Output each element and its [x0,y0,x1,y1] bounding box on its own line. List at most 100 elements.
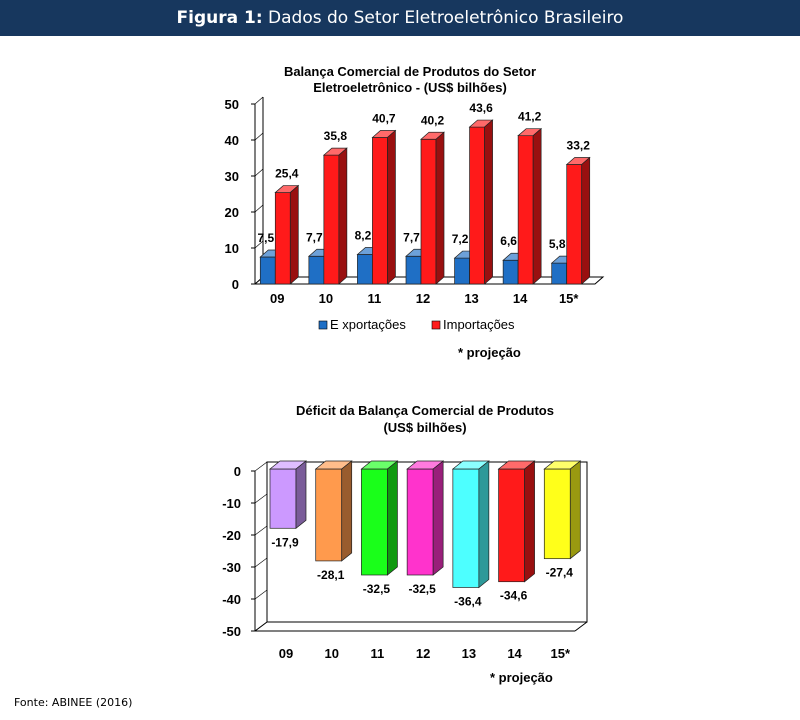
chart1-x-tick-label: 14 [513,291,528,306]
chart2-projection-note: * projeção [490,670,553,685]
chart2-x-tick-label: 15* [551,646,571,661]
trade-balance-chart: Balança Comercial de Produtos do Setor E… [225,64,605,360]
figure-header: Figura 1: Dados do Setor Eletroeletrônic… [0,0,800,36]
export-value-label: 6,6 [500,234,517,248]
chart1-y-tick-diag [254,132,264,141]
import-bar-front [566,164,583,285]
chart1-x-tick-label: 09 [270,291,284,306]
deficit-value-label: -36,4 [454,594,482,608]
source-note: Fonte: ABINEE (2016) [14,696,133,709]
deficit-bar-front [406,468,434,576]
deficit-bar-front [361,468,388,576]
export-bar-front [357,254,373,285]
import-bar [517,127,543,285]
chart1-y-tick-diag [254,204,264,213]
figure-title: Dados do Setor Eletroeletrônico Brasilei… [268,8,624,28]
chart1-projection-note: * projeção [458,345,521,360]
chart1-y-tick-label: 40 [225,133,239,148]
chart1-y-tick-diag [254,168,264,177]
deficit-bar-side [569,460,581,560]
chart1-x-tick-label: 12 [416,291,430,306]
deficit-value-label: -17,9 [271,535,299,549]
import-value-label: 33,2 [567,138,591,152]
deficit-value-label: -32,5 [408,582,436,596]
deficit-bar [543,460,582,560]
import-value-label: 35,8 [324,129,348,143]
figure-label: Figura 1: [176,8,263,28]
deficit-bar-side [524,460,535,583]
chart2-x-tick-label: 12 [416,646,430,661]
import-bar-side [387,129,396,285]
chart1-title-line2: Eletroeletrônico - (US$ bilhões) [313,80,507,95]
export-value-label: 7,7 [306,230,323,244]
deficit-bar-front [315,468,343,562]
deficit-bar-side [387,460,398,576]
chart1-x-tick-label: 10 [319,291,333,306]
export-value-label: 7,2 [452,232,469,246]
chart2-title-line2: (US$ bilhões) [383,420,466,435]
deficit-value-label: -34,6 [500,589,528,603]
import-bar-front [372,137,388,285]
export-bar-front [551,262,568,285]
chart2-y-tick-label: 0 [234,464,241,479]
import-bar-side [581,156,591,285]
chart2-x-tick-label: 10 [324,646,338,661]
chart1-y-tick-label: 20 [225,205,239,220]
chart1-x-tick-label: 11 [368,291,382,306]
import-value-label: 25,4 [275,167,299,181]
export-value-label: 7,5 [257,231,274,245]
import-bar-side [435,131,445,285]
legend-label-imports: Importações [443,317,515,332]
import-bar [565,156,591,285]
chart1-x-tick-label: 13 [464,291,478,306]
import-bar [420,131,445,285]
chart1-y-tick-label: 10 [225,241,239,256]
deficit-chart: Déficit da Balança Comercial de Produtos… [222,403,588,685]
deficit-bar-front [269,468,297,529]
chart2-y-tick-label: -50 [222,624,241,639]
chart2-y-tick-diag [254,557,268,568]
chart2-x-tick-label: 09 [279,646,293,661]
chart2-y-tick-label: -10 [222,496,241,511]
import-bar-side [338,147,348,285]
deficit-value-label: -32,5 [363,582,391,596]
deficit-bar [269,460,307,530]
import-bar-front [274,192,291,285]
export-bar-front [405,255,422,285]
export-bar-front [502,259,519,285]
chart1-y-tick-label: 50 [225,97,239,112]
import-bar-front [469,126,485,285]
deficit-value-label: -27,4 [546,566,574,580]
export-value-label: 8,2 [355,228,372,242]
chart2-y-tick-diag [254,461,268,472]
import-bar-side [484,119,493,285]
chart1-title-line1: Balança Comercial de Produtos do Setor [284,64,536,79]
chart1-y-tick-label: 0 [232,277,239,292]
import-bar-front [517,135,534,285]
chart2-y-tick-label: -20 [222,528,241,543]
deficit-bar-side [341,460,353,562]
chart1-y-tick-diag [254,240,264,249]
import-bar [322,147,348,285]
chart2-y-tick-diag [254,525,268,536]
deficit-bar-front [543,468,571,560]
import-bar [274,184,300,285]
import-value-label: 41,2 [518,110,542,124]
deficit-bar-side [295,460,307,530]
export-bar-front [259,256,276,285]
deficit-bar-front [452,468,480,588]
deficit-bar-side [478,460,490,589]
import-bar-front [420,138,437,285]
import-value-label: 40,7 [372,111,396,125]
chart2-x-tick-label: 13 [462,646,476,661]
chart2-x-tick-label: 14 [507,646,522,661]
legend-swatch-imports [431,320,441,330]
chart1-y-tick-label: 30 [225,169,239,184]
import-bar [371,129,397,285]
import-value-label: 40,2 [421,113,445,127]
deficit-bar [451,460,490,589]
chart2-floor-right [574,621,588,632]
import-bar [468,119,494,285]
chart2-y-tick-label: -30 [222,560,241,575]
deficit-bar [360,460,399,576]
